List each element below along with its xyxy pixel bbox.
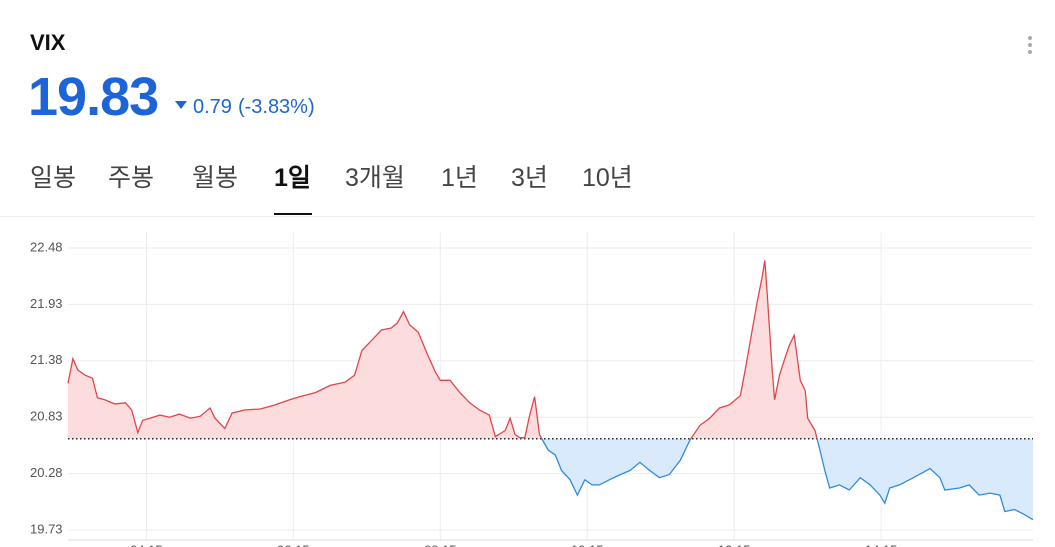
tab[interactable]: 월봉 xyxy=(192,164,239,192)
y-tick-label: 22.48 xyxy=(30,239,63,254)
price-line xyxy=(67,260,1034,521)
x-tick-label: 06:15 xyxy=(277,542,310,547)
y-tick-label: 20.83 xyxy=(30,409,63,424)
tab[interactable]: 일봉 xyxy=(30,164,77,192)
x-tick-label: 04:15 xyxy=(130,542,163,547)
tab-underline xyxy=(274,213,312,215)
y-tick-label: 19.73 xyxy=(30,521,63,536)
change-value: 0.79 xyxy=(193,96,232,118)
change: 0.79 (-3.83%) xyxy=(175,96,321,119)
area xyxy=(68,260,1033,520)
x-tick-label: 14:15 xyxy=(865,542,898,547)
x-tick-label: 08:15 xyxy=(424,542,457,547)
y-tick-label: 21.38 xyxy=(30,352,63,367)
x-tick-label: 12:15 xyxy=(718,542,751,547)
y-tick-label: 20.28 xyxy=(30,465,63,480)
tab[interactable]: 3년 xyxy=(511,164,548,192)
change-pct: (-3.83%) xyxy=(237,96,315,118)
tab[interactable]: 1일 xyxy=(274,164,311,192)
y-tick-label: 21.93 xyxy=(30,296,63,311)
tab[interactable]: 1년 xyxy=(441,164,478,192)
price: 19.83 xyxy=(28,67,159,127)
x-tick-label: 10:15 xyxy=(571,542,604,547)
tab[interactable]: 주봉 xyxy=(108,164,155,192)
down-arrow xyxy=(175,101,187,109)
symbol: VIX xyxy=(30,30,66,55)
tab[interactable]: 3개월 xyxy=(345,164,405,192)
menu-button[interactable] xyxy=(1028,36,1034,57)
tab[interactable]: 10년 xyxy=(582,164,633,192)
tab-bar: 일봉 주봉 월봉 1일 3개월 1년 3년 10년 xyxy=(0,158,1035,217)
